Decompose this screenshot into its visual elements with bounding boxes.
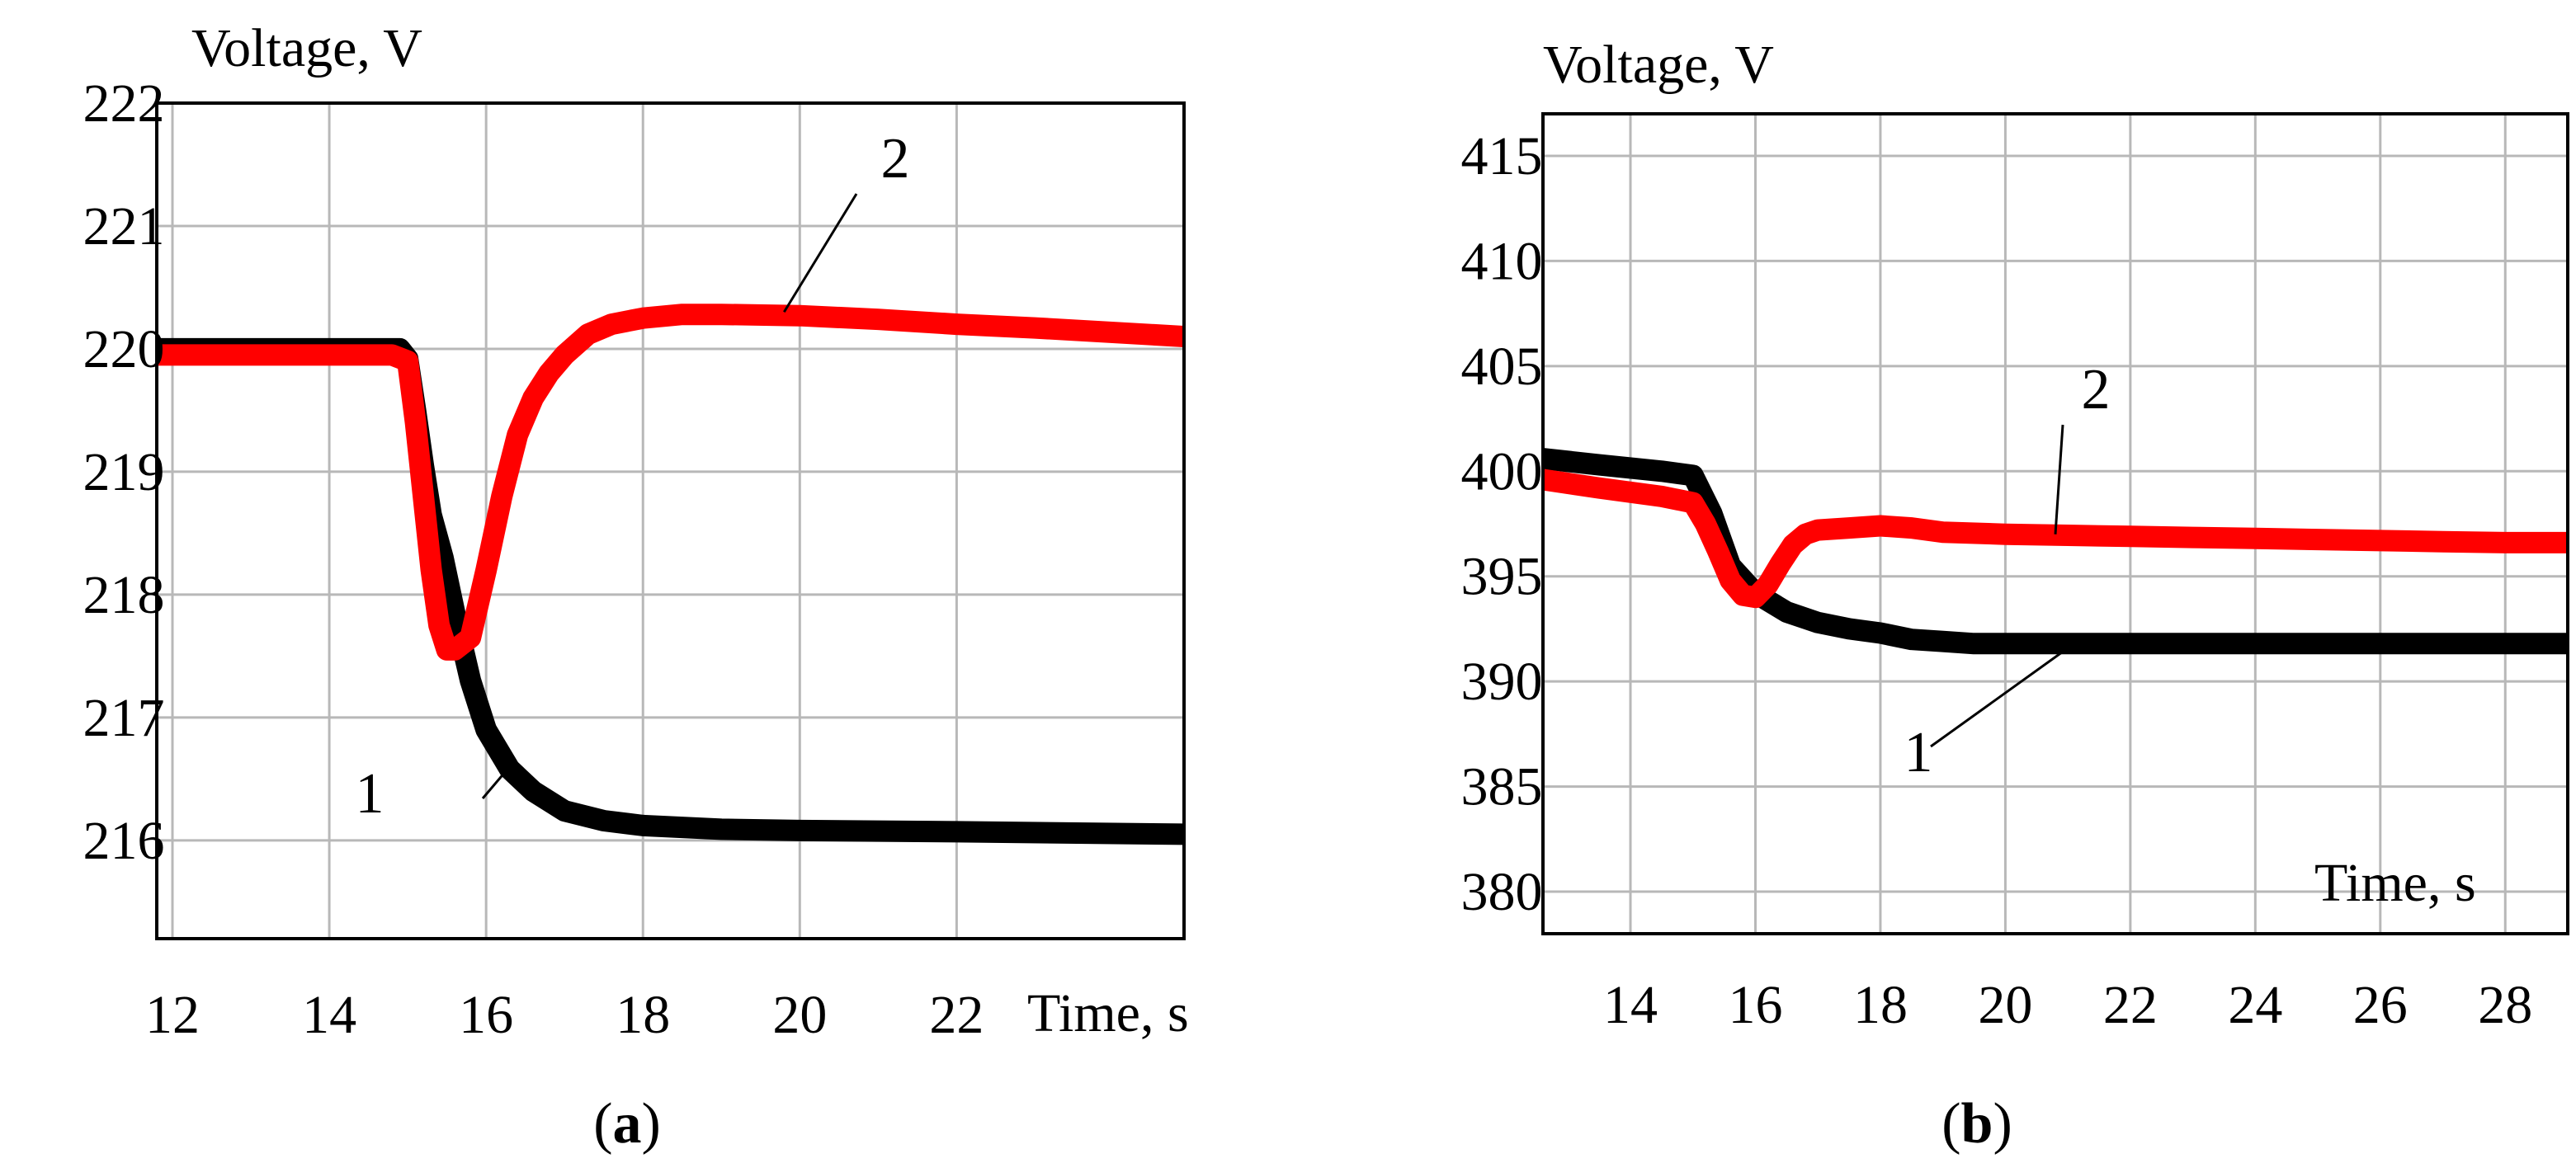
x-tick-label: 14 (1603, 975, 1658, 1035)
panel-caption: (a) (593, 1092, 661, 1156)
x-tick-label: 24 (2228, 975, 2282, 1035)
x-axis-label: Time, s (1027, 983, 1189, 1043)
y-tick-label: 219 (83, 442, 165, 502)
y-tick-label: 218 (83, 565, 165, 625)
x-tick-label: 22 (929, 985, 984, 1045)
annotation-leader-1 (1930, 643, 2075, 748)
x-tick-label: 18 (1853, 975, 1908, 1035)
series-line-1 (157, 337, 1184, 845)
plot-frame (1541, 112, 2569, 935)
panel-caption: (b) (1941, 1092, 2012, 1156)
caption-paren-open: ( (1941, 1092, 1960, 1156)
x-tick-label: 28 (2478, 975, 2532, 1035)
y-tick-label: 217 (83, 688, 165, 748)
y-tick-label: 405 (1461, 337, 1543, 397)
y-axis-label: Voltage, V (191, 18, 422, 78)
caption-paren-close: ) (642, 1092, 661, 1156)
x-tick-label: 16 (459, 985, 513, 1045)
x-tick-label: 16 (1728, 975, 1782, 1035)
chart-panel-b: 380 385 390 395 400 405 410 415 14 16 18 20 22 24 26 28… (1461, 35, 2569, 1156)
annotation-label-2: 2 (881, 127, 910, 191)
x-tick-label: 18 (616, 985, 670, 1045)
x-tick-label: 20 (772, 985, 827, 1045)
y-tick-label: 415 (1461, 126, 1543, 186)
y-tick-label: 220 (83, 319, 165, 379)
y-axis-label: Voltage, V (1543, 35, 1774, 95)
caption-letter: a (613, 1092, 642, 1156)
annotation-leader-2 (783, 193, 858, 313)
y-tick-label: 222 (83, 73, 165, 134)
y-tick-label: 385 (1461, 757, 1543, 817)
annotation-label-1: 1 (1904, 721, 1933, 784)
caption-paren-open: ( (593, 1092, 612, 1156)
annotation-leader-1 (481, 765, 511, 799)
y-tick-label: 400 (1461, 441, 1543, 501)
series-line-2 (1543, 468, 2568, 609)
caption-paren-close: ) (1993, 1092, 2012, 1156)
x-tick-label: 26 (2353, 975, 2408, 1035)
caption-letter: b (1961, 1092, 1993, 1156)
series-line-1 (1543, 448, 2568, 655)
y-tick-label: 221 (83, 196, 165, 257)
y-tick-label: 216 (83, 811, 165, 871)
x-tick-label: 20 (1978, 975, 2032, 1035)
x-axis-label: Time, s (2314, 853, 2476, 913)
x-tick-label: 14 (302, 985, 356, 1045)
annotation-label-1: 1 (356, 762, 385, 826)
y-tick-label: 390 (1461, 652, 1543, 712)
plot-frame (155, 101, 1186, 940)
annotation-leader-2 (2054, 424, 2064, 534)
y-tick-label: 380 (1461, 862, 1543, 922)
x-tick-label: 12 (145, 985, 200, 1045)
annotation-label-2: 2 (2082, 358, 2111, 421)
y-tick-label: 410 (1461, 231, 1543, 291)
series-line-2 (157, 304, 1184, 661)
x-tick-label: 22 (2103, 975, 2158, 1035)
y-tick-label: 395 (1461, 547, 1543, 607)
